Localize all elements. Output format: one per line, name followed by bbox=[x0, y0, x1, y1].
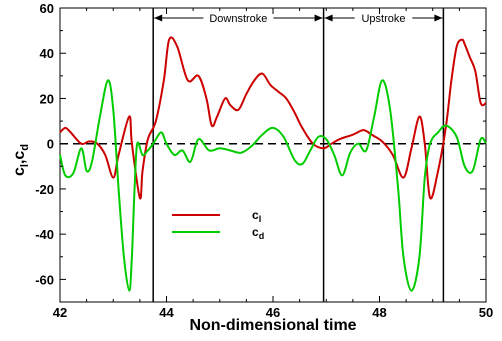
y-tick-label-1: -40 bbox=[35, 227, 54, 242]
x-tick-label-4: 50 bbox=[479, 305, 493, 320]
annotation-label-1: Upstroke bbox=[361, 13, 405, 25]
series-layer bbox=[59, 36, 487, 292]
y-tick-label-2: -20 bbox=[35, 182, 54, 197]
y-tick-label-4: 20 bbox=[40, 91, 54, 106]
y-tick-label-0: -60 bbox=[35, 272, 54, 287]
annotation-arrowhead-right-1 bbox=[434, 14, 443, 22]
x-tick-label-3: 48 bbox=[372, 305, 386, 320]
x-axis-ticks: 42 44 46 48 50 bbox=[53, 8, 493, 320]
annotation-label-0: Downstroke bbox=[209, 13, 267, 25]
y-tick-label-6: 60 bbox=[40, 1, 54, 16]
y-tick-label-3: 0 bbox=[47, 137, 54, 152]
y-axis-ticks: -60 -40 -20 0 20 40 60 bbox=[35, 1, 486, 303]
annotation-1: Upstroke bbox=[324, 13, 443, 25]
legend-label-cl: cl bbox=[252, 208, 261, 224]
x-tick-label-2: 46 bbox=[266, 305, 280, 320]
x-tick-label-1: 44 bbox=[159, 305, 174, 320]
annotation-arrowhead-right-0 bbox=[314, 14, 323, 22]
legend: cl cd bbox=[172, 208, 264, 241]
stroke-annotations: Downstroke Upstroke bbox=[154, 13, 443, 25]
y-tick-label-5: 40 bbox=[40, 46, 54, 61]
series-line-cl bbox=[59, 36, 487, 200]
legend-label-cd: cd bbox=[252, 225, 264, 241]
x-axis-title: Non-dimensional time bbox=[189, 317, 356, 334]
y-axis-title: cl,cd bbox=[11, 144, 31, 176]
annotation-arrowhead-left-1 bbox=[324, 14, 333, 22]
x-tick-label-0: 42 bbox=[53, 305, 67, 320]
annotation-0: Downstroke bbox=[154, 13, 323, 25]
series-line-cd bbox=[59, 79, 487, 292]
annotation-arrowhead-left-0 bbox=[154, 14, 163, 22]
stroke-boundary-lines bbox=[152, 8, 445, 302]
